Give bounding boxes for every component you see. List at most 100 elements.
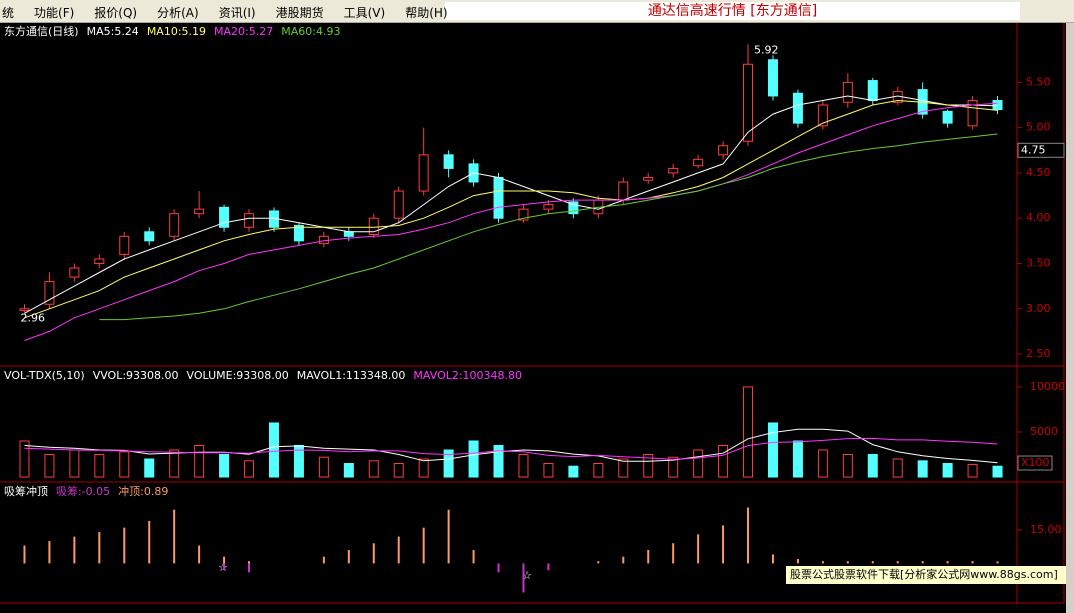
menu-item[interactable]: 帮助(H) bbox=[405, 6, 448, 20]
candle-body bbox=[967, 99, 978, 127]
legend-label: 吸筹冲顶 bbox=[4, 484, 48, 498]
candle-body bbox=[743, 63, 754, 142]
candle-body bbox=[119, 235, 130, 255]
volume-bar bbox=[942, 463, 953, 478]
candle-body bbox=[418, 154, 429, 192]
ma-line bbox=[24, 437, 998, 460]
candle-body bbox=[293, 224, 304, 242]
volume-bar bbox=[343, 463, 354, 478]
chart-background bbox=[0, 23, 1066, 613]
menu-item[interactable]: 功能(F) bbox=[34, 6, 75, 20]
legend-label: MA5:5.24 bbox=[87, 25, 139, 38]
menu-item[interactable]: 分析(A) bbox=[157, 6, 199, 20]
volume-bar bbox=[169, 449, 180, 478]
volume-bar bbox=[219, 454, 230, 478]
legend-label: MA20:5.27 bbox=[214, 25, 273, 38]
menu-item[interactable]: 港股期货 bbox=[275, 6, 324, 20]
cursor-box bbox=[1017, 142, 1065, 158]
candle-body bbox=[992, 99, 1003, 111]
volume-bar bbox=[867, 454, 878, 478]
watermark: 股票公式股票软件下载[分析家公式网www.88gs.com] bbox=[790, 567, 1058, 581]
volume-bar bbox=[543, 463, 554, 478]
menu-item[interactable]: 报价(Q) bbox=[94, 6, 138, 20]
volume-bar bbox=[44, 454, 55, 478]
volume-bar bbox=[69, 449, 80, 478]
candle-body bbox=[443, 154, 454, 169]
legend-label: MA60:4.93 bbox=[281, 25, 340, 38]
menu-item[interactable]: 统 bbox=[2, 6, 15, 20]
legend-label: VOLUME:93308.00 bbox=[187, 369, 289, 382]
y-tick-label: 15.00 bbox=[1030, 523, 1062, 536]
volume-bar bbox=[892, 458, 903, 478]
volume-bar bbox=[767, 422, 778, 478]
candle-body bbox=[493, 176, 504, 219]
legend-label: MAVOL2:100348.80 bbox=[413, 369, 522, 382]
candle-body bbox=[842, 81, 853, 103]
candle-body bbox=[343, 231, 354, 237]
watermark-box bbox=[786, 566, 1066, 584]
volume-bar bbox=[418, 458, 429, 478]
legend-label: 东方通信(日线) bbox=[4, 24, 79, 38]
y-tick-label: 5.50 bbox=[1026, 75, 1051, 88]
volume-bar bbox=[443, 449, 454, 478]
volume-bar bbox=[468, 440, 479, 478]
candle-body bbox=[817, 104, 828, 127]
ma-line bbox=[24, 102, 998, 341]
menu-bar: 通达信高速行情 [东方通信] 统 功能(F) 报价(Q) 分析(A) 资讯(I) 港股期货… bbox=[0, 0, 1074, 23]
volume-bar bbox=[593, 463, 604, 478]
candle-body bbox=[792, 92, 803, 124]
volume-bar bbox=[568, 465, 579, 478]
y-tick-label: 5000 bbox=[1030, 425, 1058, 438]
legend-label: 冲顶:0.89 bbox=[118, 484, 168, 498]
volume-bar bbox=[643, 454, 654, 478]
y-tick-label: 3.00 bbox=[1026, 302, 1051, 315]
volume-bar bbox=[268, 422, 279, 478]
volume-bar bbox=[119, 451, 130, 478]
candle-body bbox=[543, 204, 554, 210]
app-title: 通达信高速行情 [东方通信] bbox=[445, 2, 1020, 20]
ma-line bbox=[99, 133, 998, 321]
low-label: 2.96 bbox=[20, 311, 44, 324]
y-tick-label: 10000 bbox=[1030, 380, 1065, 393]
chart: ☆ ☆ 2.50 3.00 3.50 4.00 4.50 5.00 5.50 5.92 2.96… bbox=[0, 23, 1074, 613]
volume-bar bbox=[842, 454, 853, 478]
legend-label: VVOL:93308.00 bbox=[93, 369, 179, 382]
menu-item[interactable]: 资讯(I) bbox=[218, 6, 256, 20]
volume-bar bbox=[743, 386, 754, 478]
volume-bar bbox=[668, 456, 679, 478]
candle-body bbox=[668, 167, 679, 174]
legend-label: MA10:5.19 bbox=[147, 25, 206, 38]
volume-bar bbox=[718, 444, 729, 478]
candle-body bbox=[368, 217, 379, 236]
candle-body bbox=[318, 235, 329, 245]
candle-body bbox=[94, 258, 105, 264]
legend-label: MAVOL1:113348.00 bbox=[297, 369, 406, 382]
candle-body bbox=[643, 176, 654, 181]
unit-label: X100 bbox=[1021, 456, 1050, 469]
volume-bar bbox=[194, 444, 205, 478]
candle-body bbox=[69, 267, 80, 278]
volume-bar bbox=[992, 465, 1003, 478]
volume-bar bbox=[693, 449, 704, 478]
ma-line bbox=[24, 99, 998, 319]
candle-body bbox=[44, 281, 55, 305]
menu-item[interactable]: 工具(V) bbox=[343, 6, 386, 20]
volume-bar bbox=[318, 456, 329, 478]
unit-box bbox=[1017, 455, 1053, 471]
candle-body bbox=[194, 208, 205, 215]
volume-bar bbox=[144, 458, 155, 478]
candle-body bbox=[19, 308, 30, 312]
y-tick-label: 5.00 bbox=[1026, 121, 1051, 134]
signal-star: ☆ bbox=[218, 561, 228, 574]
candle-body bbox=[867, 80, 878, 101]
volume-bar bbox=[94, 454, 105, 478]
candle-body bbox=[219, 206, 230, 228]
y-tick-label: 3.50 bbox=[1026, 256, 1051, 269]
legend-label: VOL-TDX(5,10) bbox=[4, 369, 85, 382]
candle-body bbox=[942, 110, 953, 124]
volume-bar bbox=[368, 460, 379, 478]
volume-bar bbox=[393, 463, 404, 478]
volume-bar bbox=[817, 449, 828, 478]
candle-body bbox=[169, 213, 180, 237]
